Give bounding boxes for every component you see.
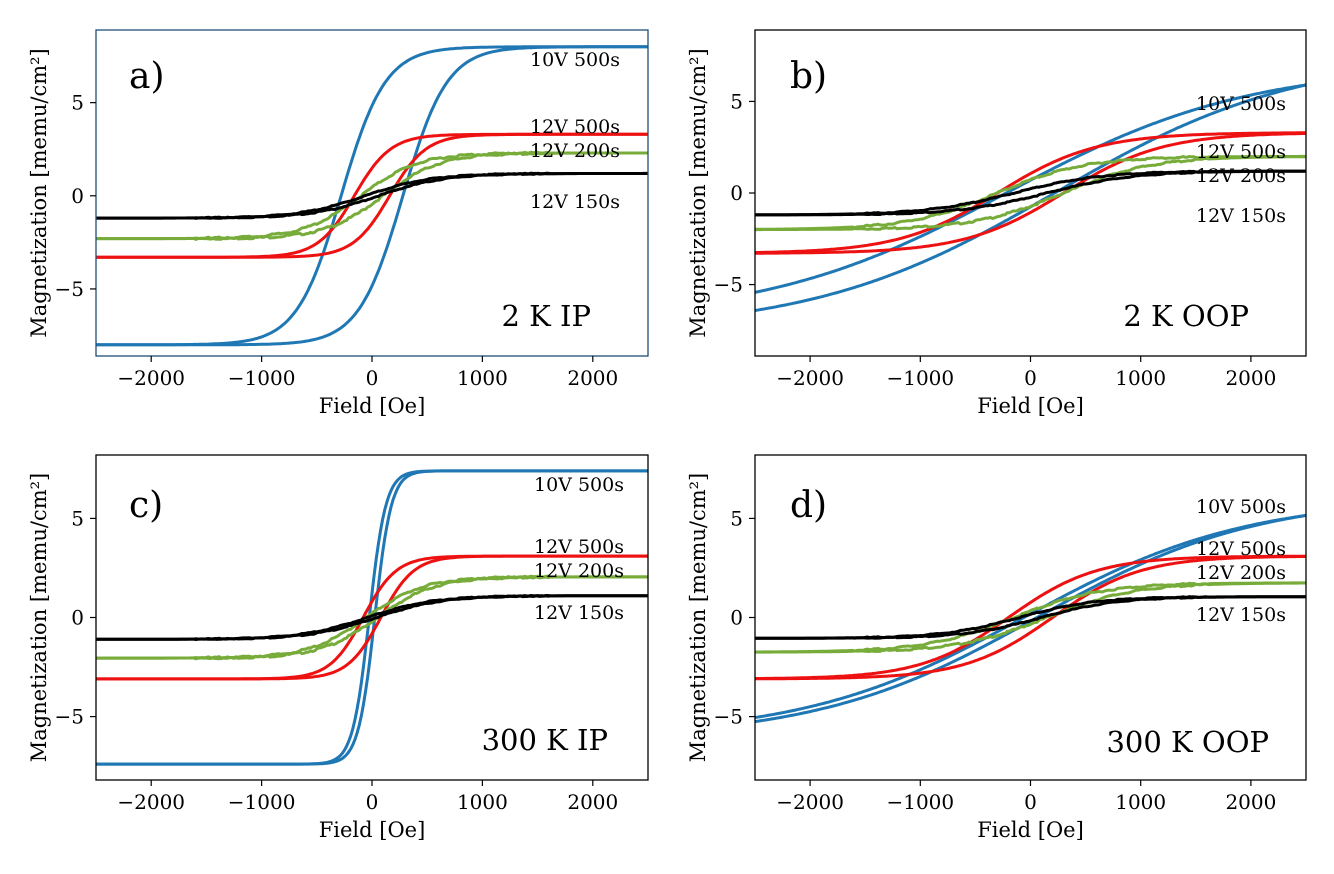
x-tick-label: 0 bbox=[1024, 366, 1037, 390]
x-tick-label: 2000 bbox=[567, 790, 618, 814]
condition-label: 2 K IP bbox=[501, 299, 591, 333]
series-group bbox=[755, 513, 1306, 724]
chart-panel-a: −2000 −1000 0 1000 2000 −5 0 5 Field [Oe] Magneti… bbox=[27, 29, 649, 418]
series-line-12v-200s-descending bbox=[755, 154, 1306, 231]
x-tick-label: −1000 bbox=[886, 366, 954, 390]
x-axis-label: Field [Oe] bbox=[319, 818, 426, 842]
series-line-10v-500s-descending bbox=[96, 469, 648, 766]
series-label-10v-500s: 10V 500s bbox=[530, 49, 620, 71]
series-label-12v-200s: 12V 200s bbox=[534, 560, 624, 582]
x-tick-label: 0 bbox=[366, 790, 379, 814]
panel-label: b) bbox=[790, 56, 827, 97]
y-tick-label: −5 bbox=[714, 705, 743, 729]
panel-label: c) bbox=[129, 485, 163, 526]
x-tick-label: 2000 bbox=[567, 366, 618, 390]
x-tick-label: −2000 bbox=[117, 790, 185, 814]
series-label-12v-150s: 12V 150s bbox=[1196, 205, 1286, 227]
x-axis-label: Field [Oe] bbox=[977, 818, 1084, 842]
y-tick-label: −5 bbox=[55, 705, 84, 729]
y-tick-label: 5 bbox=[730, 506, 743, 530]
series-label-12v-500s: 12V 500s bbox=[530, 116, 620, 138]
x-tick-label: −1000 bbox=[228, 790, 296, 814]
series-label-12v-150s: 12V 150s bbox=[530, 191, 620, 213]
series-label-12v-200s: 12V 200s bbox=[1196, 562, 1286, 584]
y-tick-label: −5 bbox=[714, 273, 743, 297]
panel-label: a) bbox=[129, 56, 165, 97]
chart-panel-b: −2000 −1000 0 1000 2000 −5 0 5 Field [Oe] Magneti… bbox=[686, 29, 1307, 418]
series-line-12v-200s-descending bbox=[96, 150, 648, 242]
series-label-12v-200s: 12V 200s bbox=[530, 140, 620, 162]
y-tick-label: 0 bbox=[730, 606, 743, 630]
x-tick-label: 1000 bbox=[457, 790, 508, 814]
condition-label: 2 K OOP bbox=[1123, 299, 1249, 333]
series-line-12v-150s-descending bbox=[96, 593, 648, 642]
chart-panel-d: −2000 −1000 0 1000 2000 −5 0 5 Field [Oe] Magneti… bbox=[686, 454, 1307, 842]
series-label-12v-500s: 12V 500s bbox=[1196, 538, 1286, 560]
chart-panel-c: −2000 −1000 0 1000 2000 −5 0 5 Field [Oe] Magneti… bbox=[27, 454, 649, 842]
series-label-12v-150s: 12V 150s bbox=[534, 602, 624, 624]
y-axis-label: Magnetization [memu/cm²] bbox=[686, 473, 710, 763]
series-line-12v-500s-ascending bbox=[755, 555, 1306, 681]
y-axis-label: Magnetization [memu/cm²] bbox=[686, 48, 710, 338]
x-tick-label: −2000 bbox=[776, 790, 844, 814]
x-tick-label: −1000 bbox=[228, 366, 296, 390]
series-line-12v-500s-descending bbox=[96, 554, 648, 681]
series-label-12v-500s: 12V 500s bbox=[1196, 141, 1286, 163]
x-tick-label: 0 bbox=[1024, 790, 1037, 814]
condition-label: 300 K IP bbox=[482, 723, 608, 757]
series-line-12v-500s-descending bbox=[755, 554, 1306, 680]
x-tick-label: 2000 bbox=[1225, 790, 1276, 814]
x-tick-label: 1000 bbox=[1115, 366, 1166, 390]
panel-label: d) bbox=[790, 485, 827, 526]
series-line-12v-500s-descending bbox=[96, 132, 648, 259]
y-axis-label: Magnetization [memu/cm²] bbox=[27, 48, 51, 338]
y-tick-label: 0 bbox=[71, 184, 84, 208]
condition-label: 300 K OOP bbox=[1106, 725, 1269, 759]
series-group bbox=[96, 45, 648, 347]
series-line-12v-500s-ascending bbox=[755, 132, 1306, 255]
series-label-12v-500s: 12V 500s bbox=[534, 536, 624, 558]
series-line-12v-150s-descending bbox=[96, 171, 648, 220]
y-tick-label: 0 bbox=[730, 181, 743, 205]
x-axis-label: Field [Oe] bbox=[319, 394, 426, 418]
x-tick-label: −2000 bbox=[776, 366, 844, 390]
x-tick-label: 1000 bbox=[457, 366, 508, 390]
x-axis-label: Field [Oe] bbox=[977, 394, 1084, 418]
y-tick-label: 5 bbox=[71, 91, 84, 115]
series-label-10v-500s: 10V 500s bbox=[1196, 496, 1286, 518]
series-line-12v-200s-ascending bbox=[755, 155, 1306, 232]
series-line-12v-150s-descending bbox=[755, 169, 1306, 217]
series-label-10v-500s: 10V 500s bbox=[1196, 93, 1286, 115]
y-tick-label: 5 bbox=[71, 506, 84, 530]
series-label-12v-150s: 12V 150s bbox=[1196, 604, 1286, 626]
series-line-12v-200s-descending bbox=[755, 581, 1306, 654]
x-tick-label: 2000 bbox=[1225, 366, 1276, 390]
y-tick-label: 0 bbox=[71, 606, 84, 630]
y-tick-label: 5 bbox=[730, 89, 743, 113]
series-line-10v-500s-descending bbox=[96, 45, 648, 347]
series-line-12v-500s-descending bbox=[755, 131, 1306, 254]
series-label-12v-200s: 12V 200s bbox=[1196, 165, 1286, 187]
x-tick-label: −1000 bbox=[886, 790, 954, 814]
y-axis-label: Magnetization [memu/cm²] bbox=[27, 473, 51, 763]
x-tick-label: 1000 bbox=[1115, 790, 1166, 814]
series-line-12v-150s-descending bbox=[755, 595, 1306, 640]
series-group bbox=[96, 469, 648, 766]
series-group bbox=[755, 83, 1306, 312]
y-tick-label: −5 bbox=[55, 277, 84, 301]
x-tick-label: 0 bbox=[366, 366, 379, 390]
series-label-10v-500s: 10V 500s bbox=[534, 474, 624, 496]
x-tick-label: −2000 bbox=[117, 366, 185, 390]
series-line-12v-200s-descending bbox=[96, 574, 648, 661]
